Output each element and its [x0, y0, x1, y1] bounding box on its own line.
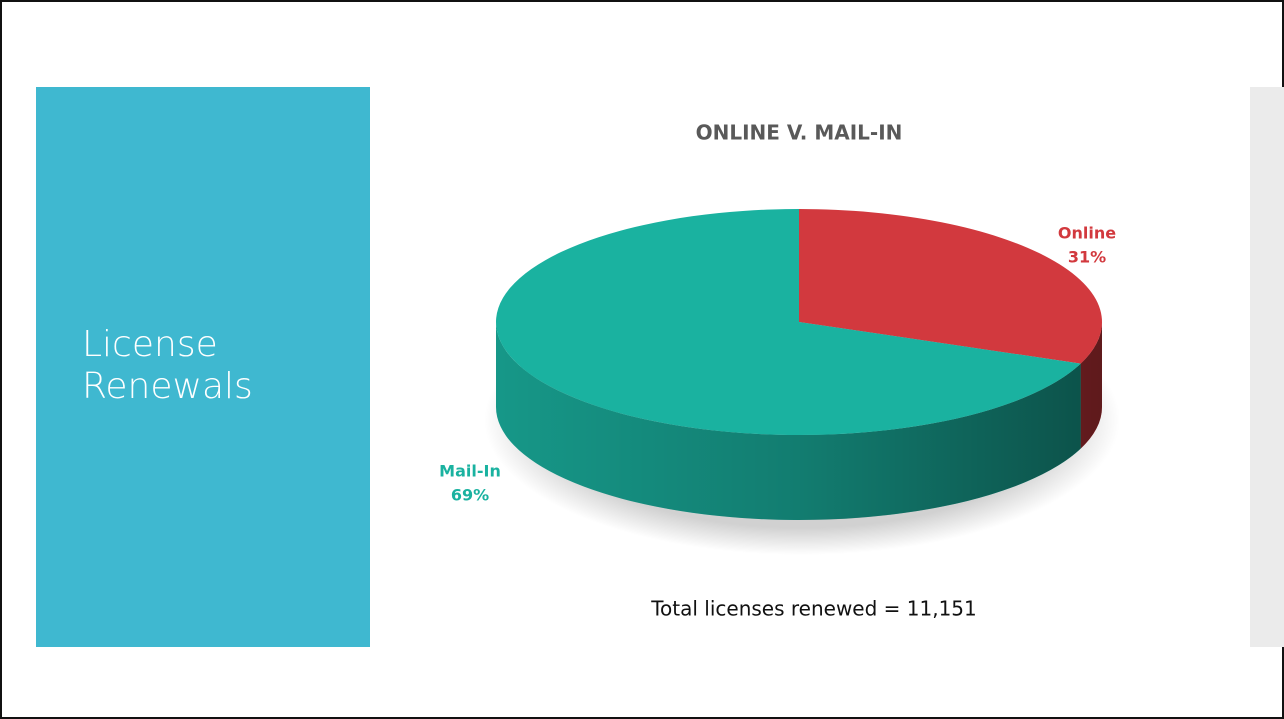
slice-label: Online — [1058, 224, 1116, 243]
side-shade — [496, 322, 1102, 520]
slide-title: License Renewals — [82, 324, 253, 407]
slice-value-label: 69% — [451, 486, 489, 505]
slice-value-label: 31% — [1068, 248, 1106, 267]
title-panel: License Renewals — [36, 87, 370, 647]
slice — [799, 208, 1103, 364]
side-strip — [1250, 87, 1284, 647]
slice-label: Mail-In — [439, 462, 501, 481]
chart-title: ONLINE V. MAIL-IN — [696, 121, 903, 145]
slice — [496, 209, 1081, 435]
chart-note: Total licenses renewed = 11,151 — [650, 597, 977, 621]
